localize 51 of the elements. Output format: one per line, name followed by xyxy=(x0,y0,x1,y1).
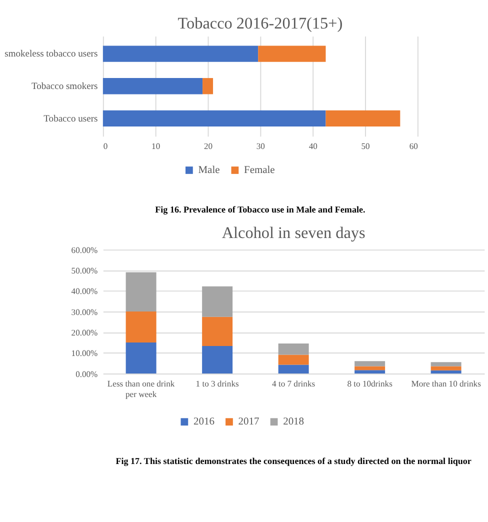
bar xyxy=(202,78,214,94)
legend-label: 2016 xyxy=(193,416,214,428)
bar xyxy=(354,370,386,374)
x-tick-label: More than 10 drinks xyxy=(411,378,482,388)
legend-label: 2017 xyxy=(238,416,260,428)
legend-label: Female xyxy=(244,165,276,176)
x-tick-label: 4 to 7 drinks xyxy=(272,378,316,388)
bar xyxy=(258,46,326,62)
bar xyxy=(278,354,309,365)
bar xyxy=(126,312,156,343)
x-tick-label: 10 xyxy=(152,141,160,152)
y-tick-label: 60.00% xyxy=(71,244,98,255)
x-tick-label: Less than one drink per week xyxy=(107,378,176,399)
bar xyxy=(102,78,203,94)
y-tick-label: Tobacco users xyxy=(44,114,98,124)
bar xyxy=(354,361,386,366)
bar xyxy=(278,344,309,355)
bar xyxy=(326,110,400,126)
x-tick-label: 30 xyxy=(256,141,265,152)
bar xyxy=(202,316,233,346)
bar xyxy=(202,286,233,317)
y-tick-label: 50.00% xyxy=(71,266,98,276)
bar xyxy=(126,342,156,374)
bar xyxy=(430,366,462,370)
x-tick-label: 0 xyxy=(103,141,108,152)
y-tick-label: 40.00% xyxy=(71,286,98,296)
bar xyxy=(430,362,462,366)
y-tick-label: 20.00% xyxy=(71,328,98,338)
x-tick-label: 50 xyxy=(361,141,370,152)
legend-label: 2018 xyxy=(283,416,304,428)
x-tick-label: 40 xyxy=(308,141,318,152)
y-tick-label: smokeless tobacco users xyxy=(4,50,98,60)
x-tick-label: 20 xyxy=(204,141,213,152)
y-tick-label: 0.00% xyxy=(76,368,98,379)
bar xyxy=(102,110,326,126)
y-tick-label: Tobacco smokers xyxy=(32,82,98,92)
bar xyxy=(202,346,233,374)
bar xyxy=(430,370,462,374)
x-tick-label: 1 to 3 drinks xyxy=(196,378,240,388)
chart-title: Tobacco 2016-2017(15+) xyxy=(178,14,343,32)
caption: Fig 16. Prevalence of Tobacco use in Male and Female. xyxy=(155,204,366,214)
bar xyxy=(102,46,258,62)
y-tick-label: 10.00% xyxy=(71,348,98,358)
bar xyxy=(126,272,156,312)
caption: Fig 17. This statistic demonstrates the consequences of a study directed on the normal liquor xyxy=(116,456,472,466)
chart-title: Alcohol in seven days xyxy=(222,224,366,242)
bar xyxy=(278,364,309,374)
legend-label: Male xyxy=(198,165,220,176)
x-tick-label: 60 xyxy=(409,141,418,152)
y-tick-label: 30.00% xyxy=(71,306,98,317)
x-tick-label: 8 to 10drinks xyxy=(347,378,394,388)
